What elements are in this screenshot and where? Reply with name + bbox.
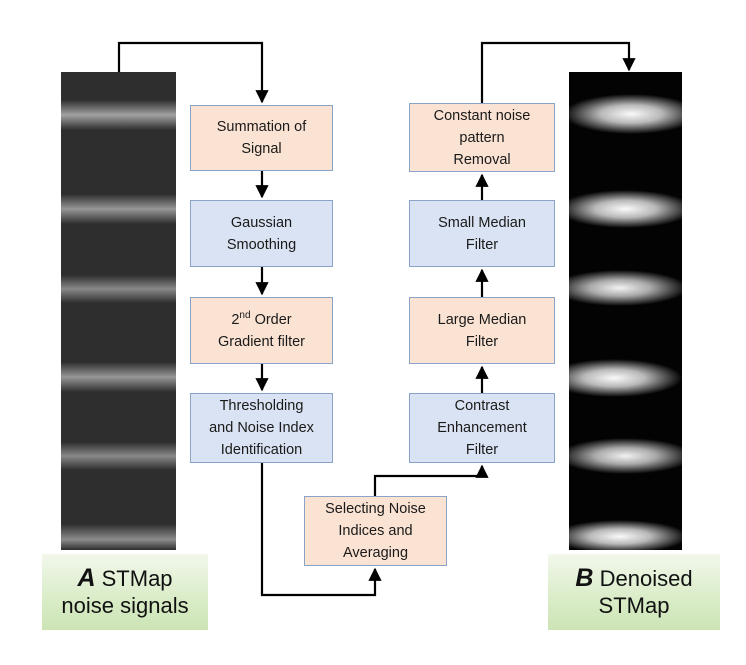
denoised-band [569, 438, 682, 474]
panel-a-letter: A [77, 564, 96, 592]
step-text-line: and Noise Index [209, 420, 314, 436]
step-thresholding-noise-index: Thresholding and Noise Index Identificat… [190, 393, 333, 463]
step-second-order-gradient-filter: 2nd Order Gradient filter [190, 297, 333, 364]
step-text-line: Selecting Noise [325, 501, 426, 517]
step-large-median-filter: Large Median Filter [409, 297, 555, 364]
step-text-line: Filter [465, 333, 499, 350]
step-text-line: Summation of [216, 119, 307, 135]
step-text-line: Gaussian [230, 214, 293, 231]
noisy-band [61, 442, 176, 470]
order-superscript: nd [239, 309, 251, 321]
panel-a-line1: STMap [101, 566, 173, 591]
panel-a-line2: noise signals [61, 593, 189, 618]
step-text-line: Large Median [437, 311, 527, 328]
noisy-band [61, 100, 176, 130]
panel-b-letter: B [575, 564, 594, 592]
panel-b-line2: STMap [598, 593, 670, 618]
arrow-removal-to-denoised [480, 41, 636, 103]
step-text-line: Smoothing [226, 236, 297, 253]
step-text-line: Filter [465, 236, 499, 253]
step-selecting-noise-indices: Selecting Noise Indices and Averaging [304, 496, 447, 566]
step-text-line: Indices and [338, 523, 413, 539]
denoised-band [569, 94, 682, 134]
step-constant-noise-pattern-removal: Constant noise pattern Removal [409, 103, 555, 172]
step-text-line: Gradient filter [217, 333, 306, 350]
denoised-band [569, 359, 682, 397]
panel-b-line1: Denoised [599, 566, 693, 591]
step-text-line: Signal [241, 141, 282, 157]
step-text-line: Thresholding [219, 398, 304, 414]
caption-panel-b: B Denoised STMap [548, 554, 720, 630]
denoised-band [569, 270, 682, 306]
step-contrast-enhancement-filter: Contrast Enhancement Filter [409, 393, 555, 463]
step-small-median-filter: Small Median Filter [409, 200, 555, 267]
order-rest: Order [250, 311, 292, 328]
step-text-line: Filter [465, 442, 499, 458]
step-text-line: Enhancement [437, 420, 527, 436]
arrow-stmap-to-summation [117, 41, 269, 104]
arrow-selecting-to-contrast [373, 464, 489, 496]
denoised-band [569, 190, 682, 228]
denoised-band [569, 520, 682, 550]
noisy-band [61, 194, 176, 224]
noisy-band [61, 275, 176, 303]
step-text-line: Contrast [454, 398, 510, 414]
noisy-band [61, 362, 176, 392]
step-summation-of-signal: Summation of Signal [190, 105, 333, 171]
step-gaussian-smoothing: Gaussian Smoothing [190, 200, 333, 267]
caption-panel-a: A STMap noise signals [42, 554, 208, 630]
step-text-line: Small Median [438, 214, 526, 231]
step-text-line: Removal [453, 151, 511, 168]
noisy-band [61, 524, 176, 550]
stmap-noisy-image [61, 72, 176, 550]
step-text-line: Identification [220, 442, 303, 458]
step-text-line: Averaging [342, 545, 409, 561]
stmap-denoised-image [569, 72, 682, 550]
step-text-line: pattern [459, 129, 505, 146]
order-number: 2 [231, 311, 240, 328]
step-text-line: Constant noise [433, 107, 531, 124]
arrow-thresholding-to-selecting [260, 463, 382, 597]
